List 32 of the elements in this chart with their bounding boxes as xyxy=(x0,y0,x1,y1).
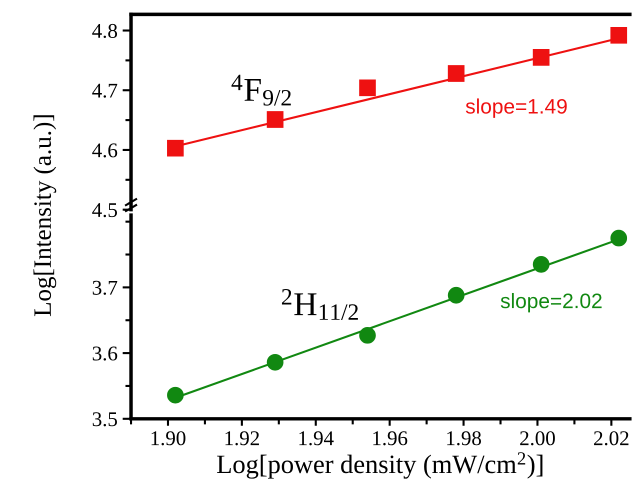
point xyxy=(448,286,465,304)
y-tick-label: 4.5 xyxy=(92,203,118,218)
point xyxy=(532,49,550,66)
x-axis-title: Log[power density (mW/cm$^{2}$)] xyxy=(217,452,542,479)
point xyxy=(359,80,376,96)
x-tick-label: 1.96 xyxy=(373,431,408,446)
x-tick-label: 1.92 xyxy=(225,431,259,446)
point xyxy=(167,386,184,404)
point xyxy=(610,26,628,44)
point xyxy=(448,65,465,82)
annotation: slope=2.02 xyxy=(500,292,602,312)
point xyxy=(359,327,376,344)
y-tick-label: 4.7 xyxy=(92,84,118,98)
y-tick-label: 3.7 xyxy=(92,280,118,295)
y-tick-label: 4.6 xyxy=(92,143,118,158)
y-axis-title: Log[Intensity (a.u.)] xyxy=(33,115,56,316)
y-tick-label: 4.8 xyxy=(92,24,118,38)
x-tick-label: 1.90 xyxy=(152,431,186,446)
y-tick-label: 3.6 xyxy=(92,346,118,361)
x-tick-label: 1.94 xyxy=(299,431,334,446)
annotation: $^{2}$H$_{11/2}$ xyxy=(282,289,358,320)
point xyxy=(266,111,284,128)
annotation: slope=1.49 xyxy=(466,98,567,118)
point xyxy=(167,140,184,156)
y-tick-label: 3.5 xyxy=(92,412,118,426)
point xyxy=(610,230,628,246)
point xyxy=(266,354,284,371)
x-tick-label: 2.00 xyxy=(520,431,555,446)
annotation: $^{4}$F$_{9/2}$ xyxy=(232,74,291,106)
point xyxy=(532,256,550,273)
x-tick-label: 2.02 xyxy=(594,431,628,446)
x-tick-label: 1.98 xyxy=(447,431,481,446)
